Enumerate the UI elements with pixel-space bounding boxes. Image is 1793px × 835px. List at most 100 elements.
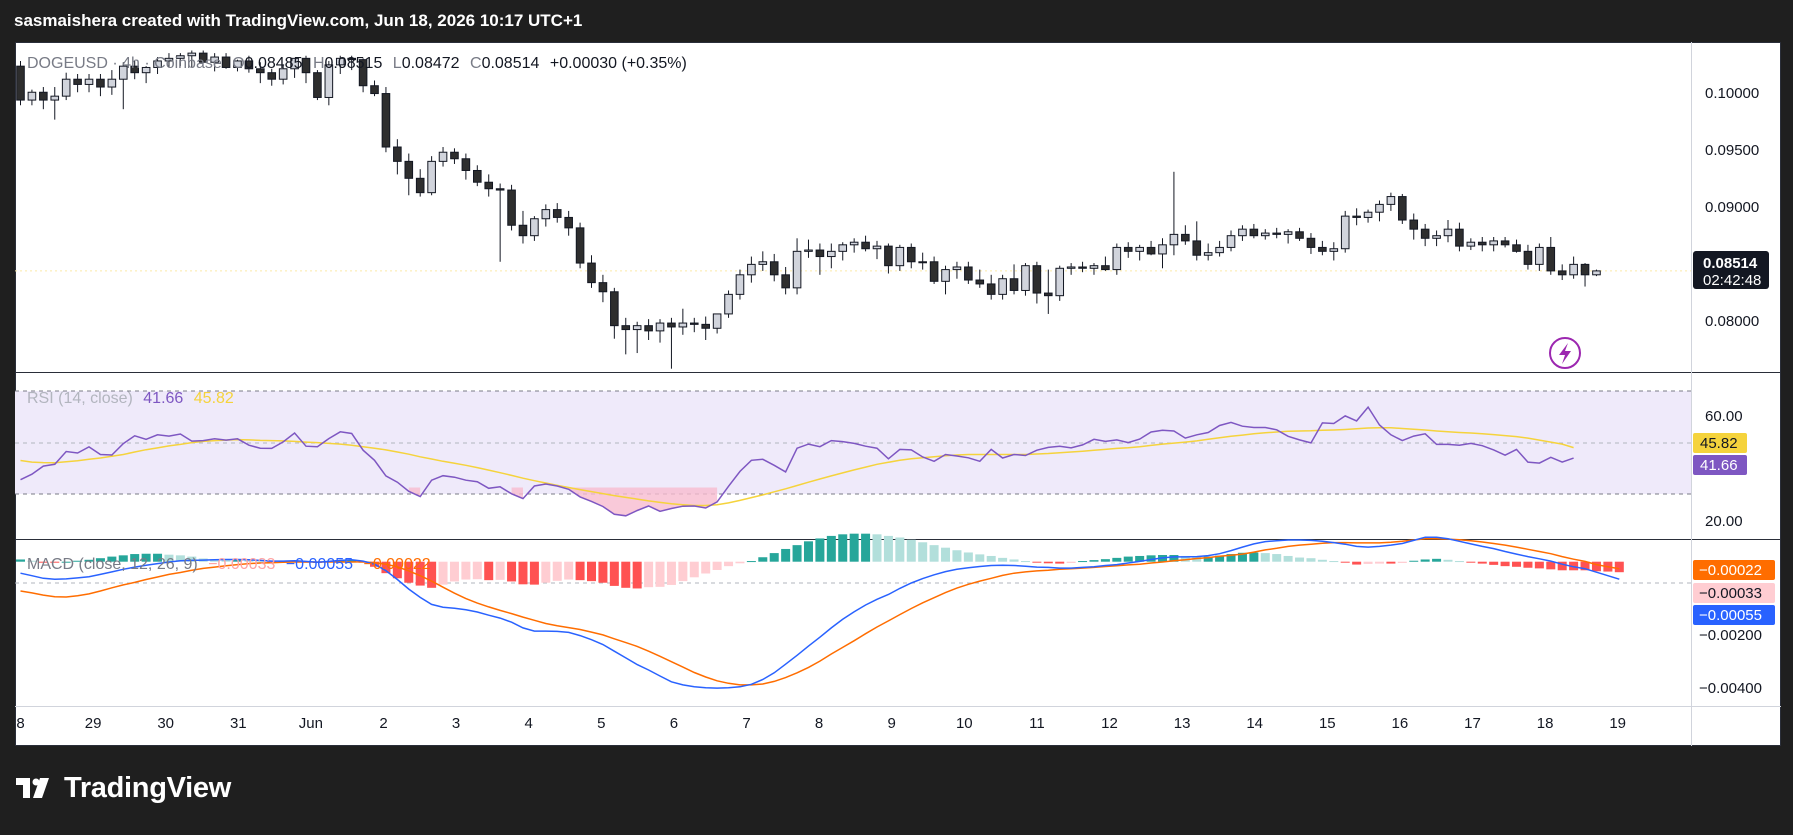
candle-body xyxy=(1363,211,1373,218)
macd-hist-bar xyxy=(518,561,528,585)
candle-body xyxy=(1352,215,1361,218)
candle-body xyxy=(1032,265,1042,294)
macd-hist-bar xyxy=(1546,561,1556,570)
candle-body xyxy=(1409,219,1419,230)
candle-body xyxy=(1398,196,1407,221)
price-axis[interactable]: 0.10000 0.09500 0.09000 0.08000 xyxy=(1705,85,1759,330)
candle-body xyxy=(27,91,37,101)
candle-body xyxy=(1535,246,1544,265)
candle-body xyxy=(1306,237,1316,248)
macd-hist-bar xyxy=(141,553,151,562)
macd-hist-bar xyxy=(404,561,414,583)
high-value: 0.08515 xyxy=(325,55,383,72)
macd-hist-bar xyxy=(495,561,505,580)
chart-frame[interactable]: DOGEUSD · 4h · Coinbase O0.08485 H0.0851… xyxy=(15,42,1781,746)
macd-hist-bar xyxy=(107,556,117,562)
macd-hist-bar xyxy=(472,561,482,580)
macd-hist-bar xyxy=(1591,561,1601,572)
macd-hist-bar xyxy=(381,561,391,574)
candle-body xyxy=(1146,246,1156,255)
macd-hist-bar xyxy=(803,541,813,562)
macd-hist-bar xyxy=(895,537,905,562)
rsi-oversold-fill xyxy=(408,487,421,497)
candle-body xyxy=(1455,228,1464,247)
candle-body xyxy=(1203,252,1213,256)
macd-hist-bar xyxy=(1237,552,1247,562)
time-axis-label: 4 xyxy=(525,715,533,732)
candle-body xyxy=(96,78,105,88)
candle-body xyxy=(918,261,927,264)
macd-hist-bar xyxy=(906,539,916,562)
candle-body xyxy=(1592,270,1601,276)
candle-body xyxy=(872,245,882,250)
macd-hist-bar xyxy=(975,554,985,562)
time-axis-label: 16 xyxy=(1392,715,1409,732)
rsi-series xyxy=(20,405,1574,517)
candle-body xyxy=(1283,231,1293,235)
macd-hist-bar xyxy=(1249,552,1259,562)
macd-line xyxy=(20,536,1620,689)
macd-axis[interactable]: −0.00200 −0.00400 xyxy=(1699,627,1762,697)
macd-hist-bar xyxy=(678,561,688,582)
macd-hist-bar xyxy=(952,550,962,562)
macd-hist-bar xyxy=(712,561,722,570)
rsi-axis-label: 60.00 xyxy=(1705,408,1743,425)
candle-body xyxy=(427,160,436,194)
macd-hist-bar xyxy=(1203,556,1213,562)
macd-lines xyxy=(20,536,1620,689)
high-label: H xyxy=(313,55,325,72)
macd-hist-bar xyxy=(1317,559,1327,562)
candle-body xyxy=(210,56,219,63)
macd-hist-bar xyxy=(929,545,939,562)
macd-hist-bar xyxy=(826,535,836,562)
candle-body xyxy=(1329,248,1339,252)
macd-hist-bar xyxy=(1306,558,1316,562)
price-badge-bg xyxy=(1693,251,1769,289)
macd-hist-bar xyxy=(73,560,83,562)
time-axis-label: 8 xyxy=(16,715,24,732)
candle-body xyxy=(655,322,665,332)
macd-axis-label: −0.00200 xyxy=(1699,627,1762,644)
candle-body xyxy=(1546,246,1556,272)
candle-body xyxy=(804,249,813,252)
candle-body xyxy=(324,64,334,98)
time-axis-label: 3 xyxy=(452,715,460,732)
candle-body xyxy=(1055,267,1065,297)
macd-signal-badge: −0.00022 xyxy=(1693,560,1775,580)
lightning-icon[interactable] xyxy=(1549,337,1581,369)
candle-body xyxy=(564,216,573,229)
candle-body xyxy=(1420,228,1430,239)
candle-body xyxy=(1500,240,1510,246)
macd-hist-bar xyxy=(1043,561,1053,564)
candle-body xyxy=(1466,241,1476,247)
macd-hist-bar xyxy=(1409,560,1419,562)
low-label: L xyxy=(393,55,402,72)
macd-hist-bar xyxy=(941,547,951,562)
tradingview-brand[interactable]: TradingView xyxy=(16,772,231,805)
candle-body xyxy=(1169,233,1179,246)
macd-hist-bar xyxy=(1569,561,1579,571)
current-price-badge: 0.08514 02:42:48 xyxy=(1693,251,1769,289)
macd-hist-bar xyxy=(1386,561,1396,564)
rsi-axis[interactable]: 60.00 20.00 xyxy=(1705,408,1743,530)
time-axis[interactable]: 8 29 30 31 Jun 2 3 4 5 6 7 8 9 10 11 12 13 14 15 16 17 18 19 xyxy=(16,715,1626,732)
candle-body xyxy=(450,151,459,160)
candle-body xyxy=(438,151,448,162)
candle-body xyxy=(1123,246,1133,252)
candle-body xyxy=(1238,228,1247,237)
candle-body xyxy=(381,93,391,148)
macd-axis-label: −0.00400 xyxy=(1699,680,1762,697)
candle-body xyxy=(507,189,516,226)
candle-body xyxy=(1580,263,1590,276)
candle-body xyxy=(998,278,1007,295)
candle-body xyxy=(461,158,471,171)
close-label: C xyxy=(470,55,482,72)
macd-hist-bar xyxy=(175,555,185,562)
macd-hist-bar xyxy=(769,553,779,562)
open-value: 0.08485 xyxy=(245,55,303,72)
macd-hist-bar xyxy=(1557,561,1567,571)
macd-hist-bar xyxy=(1432,558,1442,562)
macd-hist-bar xyxy=(118,555,128,562)
time-axis-label: 11 xyxy=(1029,715,1045,732)
macd-histogram xyxy=(16,533,1624,589)
